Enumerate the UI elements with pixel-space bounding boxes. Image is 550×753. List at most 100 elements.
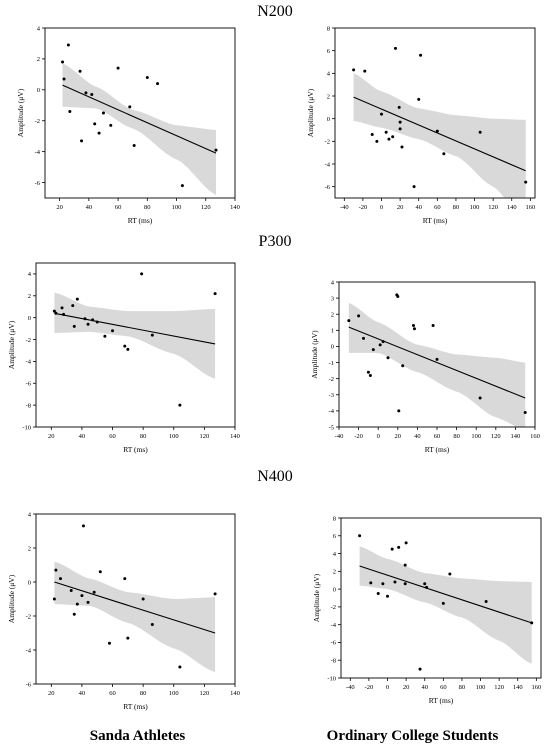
y-tick-label: 4 — [333, 551, 337, 558]
y-tick-label: 4 — [37, 25, 41, 32]
x-tick-label: 140 — [507, 204, 517, 211]
data-point — [62, 77, 66, 81]
plot-frame — [44, 27, 236, 199]
regression-line — [54, 312, 216, 345]
y-axis-label: Amplitude (μV) — [7, 574, 16, 623]
y-tick-label: -8 — [331, 658, 336, 665]
data-point — [72, 324, 76, 328]
data-point — [61, 60, 65, 64]
x-tick-label: 80 — [453, 204, 460, 211]
data-point — [81, 524, 85, 528]
y-tick-label: -6 — [26, 681, 32, 688]
data-point — [386, 594, 390, 598]
x-tick-label: 0 — [380, 204, 383, 211]
x-tick-label: 0 — [386, 684, 389, 691]
y-tick-label: -4 — [331, 622, 337, 629]
y-tick-label: -3 — [329, 392, 334, 399]
y-tick-label: -6 — [26, 381, 32, 388]
row-title-n200: N200 — [257, 3, 293, 20]
x-tick-label: 140 — [511, 433, 521, 440]
chart-n200-sanda: 20 40 60 80 100 120 140 -6 -4 -2 0 2 4 RT (ms) Amplitu… — [16, 25, 240, 225]
y-tick-label: 0 — [327, 116, 330, 123]
y-axis-label: Amplitude (μV) — [306, 88, 315, 137]
data-point — [68, 109, 72, 113]
data-point — [384, 130, 388, 134]
y-tick-label: -4 — [329, 408, 335, 415]
x-axis-label: RT (ms) — [123, 702, 148, 711]
y-tick-label: -2 — [35, 118, 40, 125]
data-point — [80, 139, 84, 143]
data-point — [123, 577, 127, 581]
data-point — [375, 139, 379, 143]
data-point — [404, 541, 408, 545]
x-tick-label: 120 — [200, 433, 210, 440]
data-point — [72, 612, 76, 616]
x-tick-label: 80 — [144, 204, 151, 211]
data-point — [91, 318, 95, 322]
data-point — [52, 309, 56, 313]
data-point — [145, 75, 149, 79]
data-point — [150, 623, 154, 626]
data-point — [366, 370, 370, 374]
x-axis-label: RT (ms) — [423, 216, 448, 225]
data-point — [393, 46, 397, 50]
x-tick-label: 20 — [48, 690, 55, 697]
plot-frame — [334, 27, 536, 199]
x-tick-label: 100 — [476, 684, 486, 691]
x-axis-label: RT (ms) — [425, 445, 450, 454]
data-point — [126, 347, 130, 351]
data-point — [386, 356, 390, 360]
x-tick-label: 100 — [169, 433, 179, 440]
confidence-band — [54, 292, 216, 379]
data-point — [178, 403, 182, 407]
data-point — [378, 343, 382, 347]
y-tick-label: 6 — [333, 533, 337, 540]
regression-line — [353, 96, 526, 172]
data-point — [368, 373, 372, 377]
y-tick-label: -4 — [26, 359, 32, 366]
data-point — [411, 324, 415, 327]
x-tick-label: 120 — [200, 690, 210, 697]
y-tick-label: 8 — [333, 515, 336, 522]
y-tick-label: 6 — [327, 48, 331, 55]
data-point — [397, 545, 401, 549]
x-axis-label: RT (ms) — [123, 445, 148, 454]
data-point — [95, 320, 99, 324]
x-tick-label: 160 — [531, 684, 541, 691]
x-tick-label: 120 — [494, 684, 504, 691]
data-point — [478, 396, 482, 400]
x-tick-label: 60 — [434, 204, 441, 211]
data-point — [156, 82, 160, 86]
y-tick-label: 2 — [28, 545, 31, 552]
data-point — [369, 581, 373, 585]
x-axis-label: RT (ms) — [429, 696, 454, 705]
data-point — [418, 667, 422, 671]
data-point — [524, 180, 528, 184]
y-tick-label: 8 — [327, 25, 330, 32]
data-point — [75, 297, 79, 301]
data-point — [86, 600, 90, 604]
x-tick-label: 100 — [169, 690, 179, 697]
data-point — [97, 131, 101, 135]
data-point — [71, 304, 75, 308]
x-tick-label: -40 — [340, 204, 349, 211]
data-point — [484, 600, 488, 604]
data-point — [213, 292, 217, 296]
group-label-sanda: Sanda Athletes — [89, 728, 186, 744]
x-tick-label: 20 — [48, 433, 55, 440]
x-tick-label: -20 — [359, 204, 368, 211]
y-tick-label: 2 — [333, 569, 336, 576]
x-tick-label: 140 — [513, 684, 523, 691]
y-tick-label: -2 — [26, 337, 31, 344]
plot-frame — [35, 262, 236, 428]
regression-line — [348, 326, 526, 399]
y-tick-label: 1 — [331, 328, 334, 335]
data-point — [412, 327, 416, 331]
x-tick-label: 60 — [115, 204, 122, 211]
y-tick-label: 4 — [327, 71, 331, 78]
x-tick-label: 140 — [230, 204, 240, 211]
data-point — [396, 295, 400, 298]
data-point — [140, 272, 144, 276]
plot-frame — [340, 517, 542, 679]
